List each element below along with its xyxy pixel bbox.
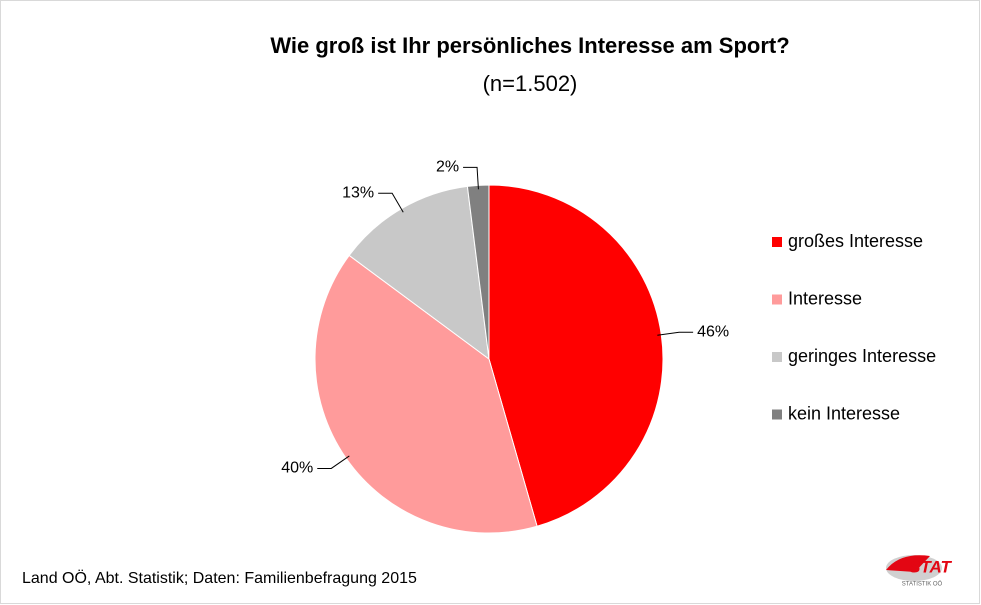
leader-line [657,331,694,336]
source: Land OÖ, Abt. Statistik; Daten: Familien… [22,569,417,587]
leader-line [378,192,404,213]
legend-label: geringes Interesse [788,346,936,366]
legend-swatch [772,352,782,362]
leader-line [317,455,350,469]
legend-swatch [772,294,782,305]
data-label: 2% [436,159,459,176]
legend-label: großes Interesse [788,231,923,251]
legend-label: Interesse [788,288,862,308]
data-label: 46% [697,323,729,340]
leader-line [463,166,479,190]
logo-shape [886,555,930,572]
chart-subtitle: (n=1.502) [483,71,578,96]
legend-label: kein Interesse [788,403,900,423]
legend-swatch [772,237,782,247]
data-label: 40% [281,460,313,477]
legend-swatch [772,409,782,420]
data-label: 13% [342,184,374,201]
chart-title: Wie groß ist Ihr persönliches Interesse … [270,33,789,58]
logo-text: STAT [909,557,952,576]
logo-subtext: STATISTIK OÖ [902,581,943,588]
logo: STAT STATISTIK OÖ [886,555,953,588]
